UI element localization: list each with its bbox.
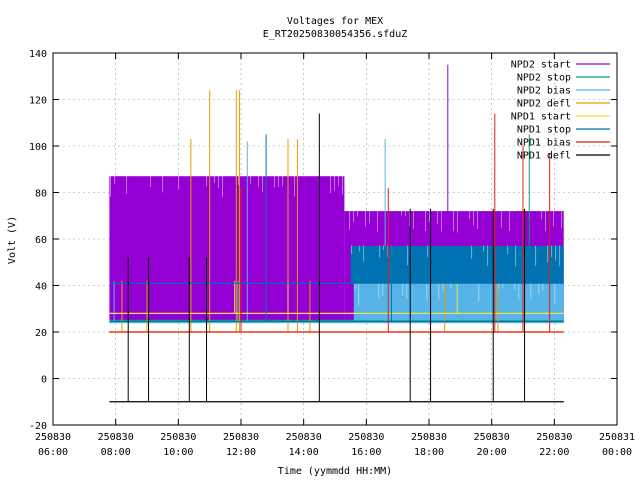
y-tick-label: 120 bbox=[29, 96, 47, 107]
x-tick-label-date: 250830 bbox=[348, 432, 384, 443]
series-npd1-bias bbox=[109, 113, 564, 333]
legend-label: NPD2 defl bbox=[517, 99, 571, 110]
y-tick-label: 0 bbox=[41, 375, 47, 386]
chart-title: Voltages for MEX bbox=[287, 16, 383, 27]
x-tick-label-date: 250831 bbox=[599, 432, 635, 443]
x-tick-label-time: 20:00 bbox=[477, 447, 507, 458]
legend-label: NPD1 start bbox=[511, 112, 571, 123]
legend-label: NPD1 bias bbox=[517, 138, 571, 149]
x-tick-label-time: 00:00 bbox=[602, 447, 632, 458]
series-npd2-bias bbox=[109, 139, 564, 324]
x-tick-label-time: 10:00 bbox=[163, 447, 193, 458]
legend: NPD2 start NPD2 stop NPD2 bias NPD2 defl NPD… bbox=[511, 60, 610, 162]
axes: -20 0 20 40 60 80 100 120 140 250830 06:00 250830 08… bbox=[29, 49, 635, 458]
series-npd1-defl bbox=[109, 113, 564, 403]
plot-data bbox=[109, 64, 564, 403]
chart-subtitle: E_RT20250830054356.sfduZ bbox=[263, 29, 408, 40]
x-tick-label-time: 22:00 bbox=[539, 447, 569, 458]
legend-label: NPD2 bias bbox=[517, 86, 571, 97]
x-tick-label-date: 250830 bbox=[35, 432, 71, 443]
x-tick-label-date: 250830 bbox=[536, 432, 572, 443]
series-npd1-start bbox=[109, 280, 564, 314]
x-tick-label-date: 250830 bbox=[160, 432, 196, 443]
series-band bbox=[109, 176, 345, 321]
y-axis-label: Volt (V) bbox=[7, 216, 18, 264]
legend-label: NPD2 start bbox=[511, 60, 571, 71]
x-tick-label-date: 250830 bbox=[98, 432, 134, 443]
y-tick-label: 40 bbox=[35, 282, 47, 293]
x-tick-label-time: 16:00 bbox=[351, 447, 381, 458]
series-band bbox=[350, 245, 564, 284]
x-tick-label-date: 250830 bbox=[223, 432, 259, 443]
x-tick-label-date: 250830 bbox=[411, 432, 447, 443]
y-tick-label: 100 bbox=[29, 142, 47, 153]
legend-label: NPD1 stop bbox=[517, 125, 571, 136]
x-tick-label-time: 08:00 bbox=[101, 447, 131, 458]
legend-label: NPD2 stop bbox=[517, 73, 571, 84]
y-tick-label: 60 bbox=[35, 235, 47, 246]
x-tick-label-date: 250830 bbox=[286, 432, 322, 443]
legend-label: NPD1 defl bbox=[517, 151, 571, 162]
y-tick-label: -20 bbox=[29, 421, 47, 432]
x-tick-label-time: 06:00 bbox=[38, 447, 68, 458]
series-band bbox=[353, 283, 564, 321]
y-tick-label: 80 bbox=[35, 189, 47, 200]
series-npd1-stop bbox=[109, 134, 564, 323]
y-tick-label: 20 bbox=[35, 328, 47, 339]
x-tick-label-date: 250830 bbox=[474, 432, 510, 443]
x-tick-label-time: 14:00 bbox=[289, 447, 319, 458]
x-tick-label-time: 18:00 bbox=[414, 447, 444, 458]
y-tick-label: 140 bbox=[29, 49, 47, 60]
x-axis-label: Time (yymmdd HH:MM) bbox=[278, 466, 392, 477]
x-tick-label-time: 12:00 bbox=[226, 447, 256, 458]
